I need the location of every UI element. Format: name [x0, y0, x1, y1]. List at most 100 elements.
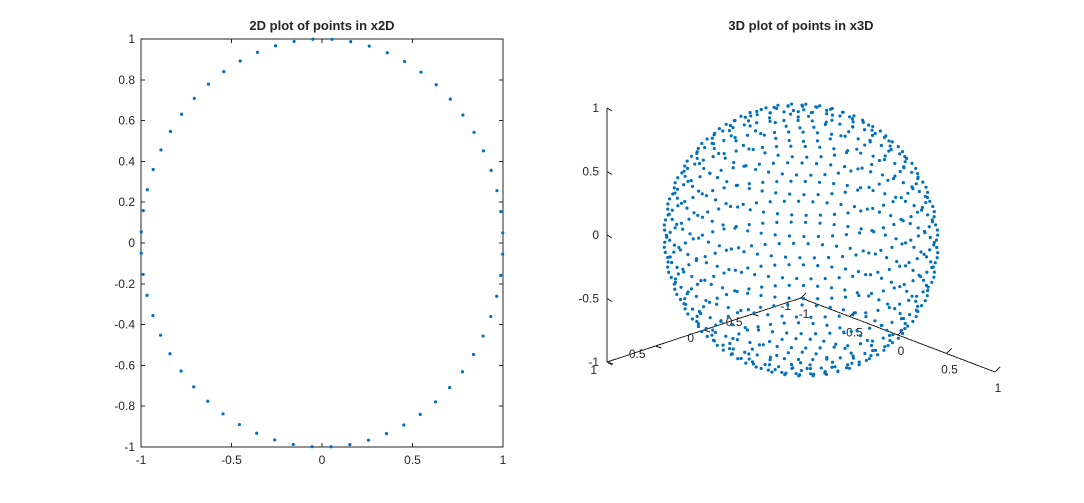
plot-3d-point — [782, 321, 786, 325]
plot-3d-point — [814, 304, 818, 308]
plot-3d-point — [916, 171, 920, 176]
plot-3d-point — [857, 293, 861, 298]
plot-3d-point — [672, 186, 676, 190]
plot-3d-point — [800, 104, 805, 108]
plot-3d-point — [720, 286, 725, 290]
plot-3d-point — [711, 328, 715, 332]
plot-2d-point — [141, 209, 145, 213]
plot-3d-point — [717, 207, 721, 211]
plot-3d-point — [802, 193, 806, 197]
plot-3d-point — [717, 244, 722, 248]
plot-3d-point — [743, 326, 747, 330]
plot-3d-point — [851, 313, 855, 317]
plot-3d-point — [870, 128, 874, 132]
plot-3d-point — [846, 149, 850, 153]
plot-3d-point — [830, 192, 834, 196]
plot-3d-point — [830, 234, 835, 238]
plot-3d-point — [936, 251, 940, 255]
plot-3d-point — [722, 186, 726, 190]
plot-3d-point — [873, 131, 877, 135]
plot-3d-point — [825, 201, 829, 205]
plot-3d-point — [769, 254, 773, 258]
plot-3d-point — [683, 241, 687, 245]
plot-3d-point — [775, 353, 779, 358]
plot-2d-point — [384, 432, 389, 436]
plot-3d-point — [805, 155, 809, 159]
plot-3d-point — [760, 145, 765, 150]
plot-3d-point — [870, 133, 875, 137]
plot-3d-point — [909, 238, 913, 242]
plot-3d-point — [787, 138, 791, 143]
plot-3d-point — [811, 200, 815, 204]
plot-3d-point — [768, 358, 772, 362]
plot-3d-point — [760, 285, 764, 289]
plot-3d-point — [755, 109, 759, 114]
plot-3d-point — [862, 128, 867, 132]
plot-2d-xtick-label: 0.5 — [404, 453, 421, 467]
plot-2d-ytick-label: 0 — [128, 236, 135, 250]
plot-3d-point — [912, 204, 916, 208]
plot-3d-point — [786, 351, 790, 355]
plot-2d-ytick-label: -1 — [124, 440, 135, 454]
plot-3d-point — [687, 217, 691, 221]
plot-3d-point — [709, 282, 713, 286]
plot-3d-point — [879, 143, 883, 148]
plot-3d-point — [759, 131, 763, 136]
plot-3d-point — [848, 115, 852, 119]
plot-3d-point — [811, 358, 815, 362]
plot-3d-point — [673, 287, 677, 291]
plot-3d-point — [852, 114, 856, 118]
plot-3d-point — [838, 122, 842, 126]
plot-3d-point — [915, 257, 919, 261]
plot-3d-point — [719, 318, 723, 323]
plot-3d-point — [796, 357, 801, 362]
plot-3d-point — [911, 319, 915, 324]
plot-3d-point — [693, 162, 697, 166]
plot-3d-point — [832, 222, 836, 227]
plot-3d-point — [876, 353, 880, 357]
plot-3d-point — [773, 263, 777, 267]
plot-3d-point — [890, 341, 895, 345]
plot-3d-point — [843, 190, 847, 194]
plot-3d-point — [753, 273, 757, 277]
plot-3d-point — [767, 363, 772, 367]
plot-3d-point — [768, 119, 772, 123]
plot-3d-point — [777, 365, 781, 369]
plot-3d-point — [798, 256, 802, 260]
plot-3d-point — [805, 366, 809, 370]
plot-2d-xtick-label: 1 — [500, 453, 507, 467]
plot-3d-point — [834, 342, 838, 346]
plot-3d-point — [832, 147, 836, 151]
plot-3d-ztick-label: 0.5 — [582, 165, 599, 179]
plot-3d-point — [823, 172, 827, 177]
plot-2d-point — [402, 423, 406, 427]
plot-3d-point — [830, 265, 834, 269]
plot-3d-point — [774, 191, 778, 195]
plot-3d-point — [881, 203, 886, 207]
plot-2d-ytick-label: -0.6 — [114, 358, 135, 372]
plot-3d-point — [816, 297, 820, 301]
plot-3d-point — [767, 116, 772, 120]
plot-2d-point — [151, 167, 155, 172]
plot-3d-point — [703, 255, 707, 259]
plot-3d-point — [867, 294, 871, 298]
plot-3d-point — [860, 166, 864, 170]
plot-3d-point — [711, 338, 716, 342]
plot-3d-point — [838, 326, 842, 330]
plot-3d-point — [846, 224, 850, 229]
plot-3d-point — [687, 263, 691, 267]
plot-3d-point — [819, 366, 823, 370]
plot-3d-point — [903, 199, 908, 203]
plot-3d-point — [847, 366, 852, 370]
plot-3d-point — [695, 282, 699, 286]
plot-3d-point — [848, 246, 852, 250]
plot-2d-point — [145, 293, 149, 297]
plot-3d-point — [891, 332, 895, 337]
plot-3d-ztick-mark — [606, 171, 613, 175]
plot-3d-point — [799, 368, 804, 373]
plot-3d-ztick-label: -0.5 — [578, 292, 599, 306]
plot-3d-point — [777, 242, 781, 246]
plot-3d-point — [753, 129, 758, 133]
plot-3d-point — [851, 120, 855, 124]
plot-3d-point — [744, 361, 748, 365]
